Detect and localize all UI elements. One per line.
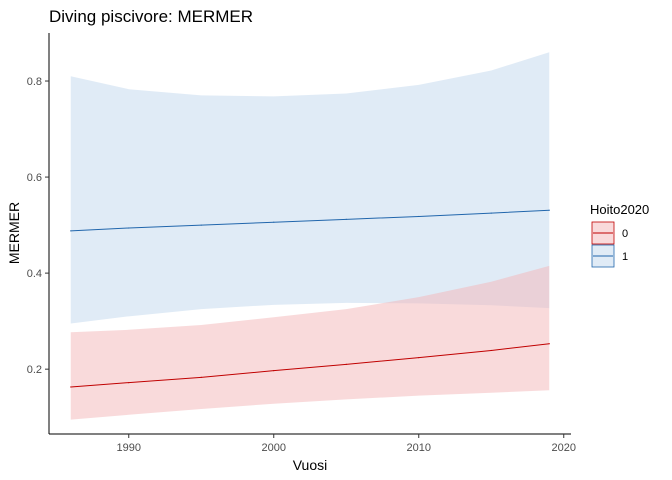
- x-axis-title: Vuosi: [293, 457, 328, 473]
- y-tick-label: 0.8: [27, 76, 42, 88]
- y-tick-label: 0.6: [27, 172, 42, 184]
- data-point-series-0: [200, 376, 202, 378]
- ci-ribbon-series-1: [70, 52, 550, 324]
- chart-title: Diving piscivore: MERMER: [49, 7, 253, 26]
- data-point-series-0: [128, 382, 130, 384]
- data-point-series-1: [490, 212, 492, 214]
- data-point-series-1: [70, 230, 72, 232]
- y-tick-label: 0.4: [27, 268, 42, 280]
- x-tick-label: 1990: [117, 442, 141, 454]
- data-point-series-1: [200, 224, 202, 226]
- data-point-series-1: [418, 215, 420, 218]
- x-tick-label: 2020: [552, 442, 576, 454]
- y-axis-title: MERMER: [6, 202, 22, 264]
- line-series-1: [70, 209, 550, 232]
- plot-area: [70, 52, 550, 420]
- line-series-0: [70, 343, 550, 388]
- legend-title: Hoito2020: [590, 202, 649, 217]
- y-tick-label: 0.2: [27, 364, 42, 376]
- data-point-series-1: [128, 227, 130, 229]
- data-point-series-0: [548, 343, 550, 345]
- x-tick-label: 2000: [262, 442, 286, 454]
- y-axis-ticks: 0.2 0.4 0.6 0.8: [27, 76, 49, 376]
- legend-label-series-1: 1: [622, 251, 628, 263]
- legend: Hoito2020 0 1: [590, 202, 649, 268]
- data-point-series-0: [490, 349, 492, 352]
- data-point-series-0: [70, 386, 72, 388]
- legend-label-series-0: 0: [622, 228, 628, 240]
- data-point-series-1: [548, 209, 550, 211]
- x-axis-ticks: 1990 2000 2010 2020: [117, 434, 576, 454]
- ci-ribbon-series-0: [70, 265, 550, 420]
- data-point-series-0: [418, 357, 420, 359]
- data-point-series-0: [273, 370, 275, 372]
- data-point-series-0: [345, 363, 347, 365]
- x-tick-label: 2010: [407, 442, 431, 454]
- data-point-series-1: [345, 218, 347, 220]
- data-point-series-1: [273, 221, 275, 223]
